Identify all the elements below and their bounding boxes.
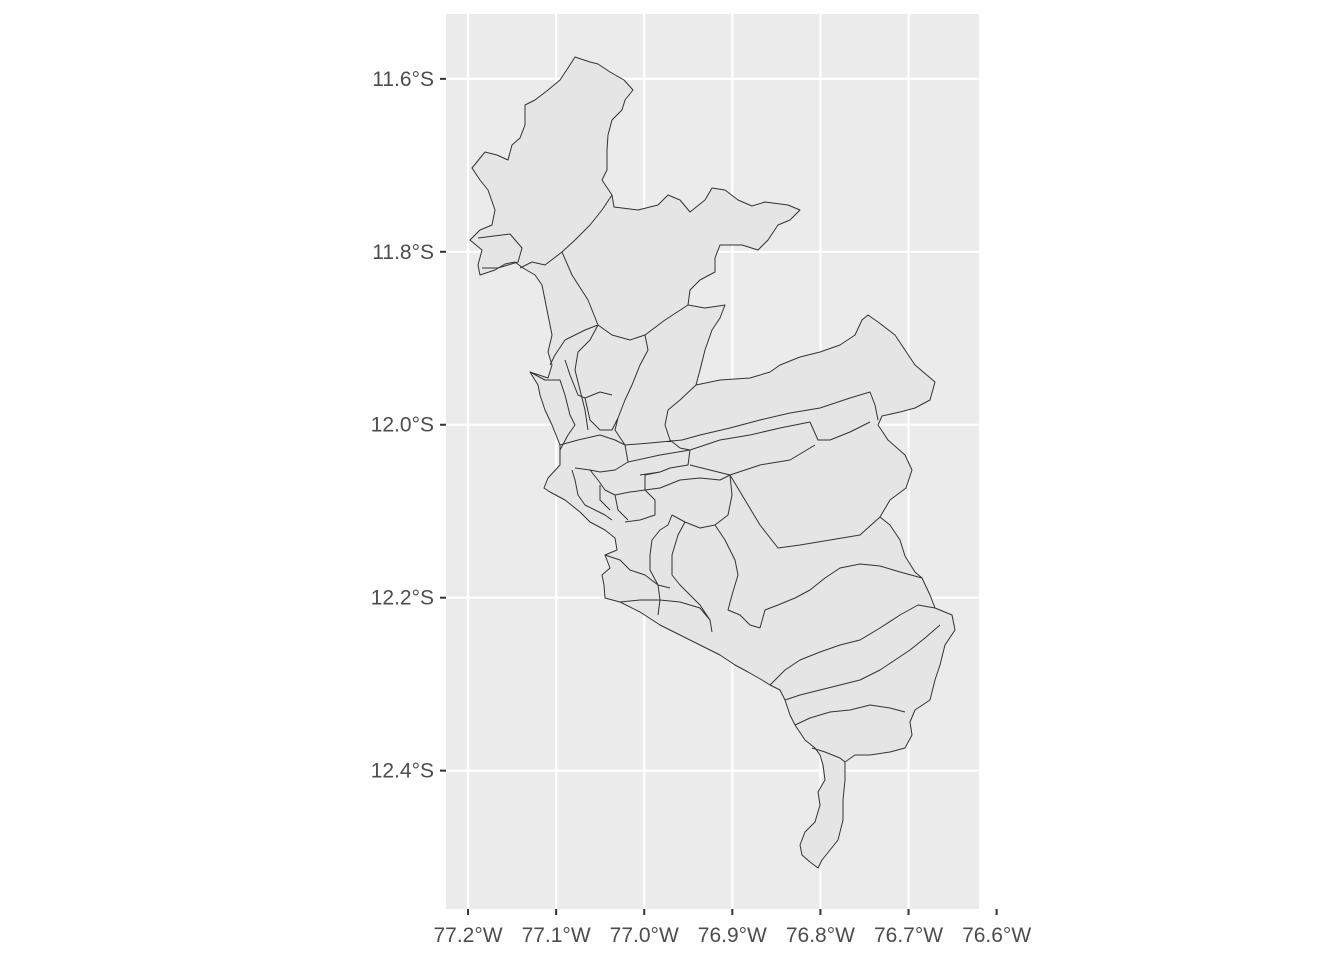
district-boundaries — [477, 194, 941, 763]
y-tick-label: 12.2°S — [371, 587, 434, 610]
x-tick-label: 77.2°W — [433, 924, 502, 947]
x-tick-label: 76.7°W — [874, 924, 943, 947]
y-tick-label: 12.4°S — [371, 760, 434, 783]
x-tick-label: 76.9°W — [698, 924, 767, 947]
x-tick-label: 77.1°W — [522, 924, 591, 947]
x-tick-label: 76.6°W — [962, 924, 1031, 947]
x-axis: 77.2°W 77.1°W 77.0°W 76.9°W 76.8°W 76.7°W 76.6… — [433, 909, 1031, 947]
y-axis: 11.6°S 11.8°S 12.0°S 12.2°S 12.4°S — [371, 68, 446, 783]
x-tick-label: 77.0°W — [610, 924, 679, 947]
x-tick-label: 76.8°W — [786, 924, 855, 947]
region-outline — [469, 56, 956, 869]
y-tick-label: 12.0°S — [371, 414, 434, 437]
lima-districts — [469, 56, 956, 869]
y-tick-label: 11.8°S — [372, 241, 434, 264]
y-tick-label: 11.6°S — [372, 68, 434, 91]
